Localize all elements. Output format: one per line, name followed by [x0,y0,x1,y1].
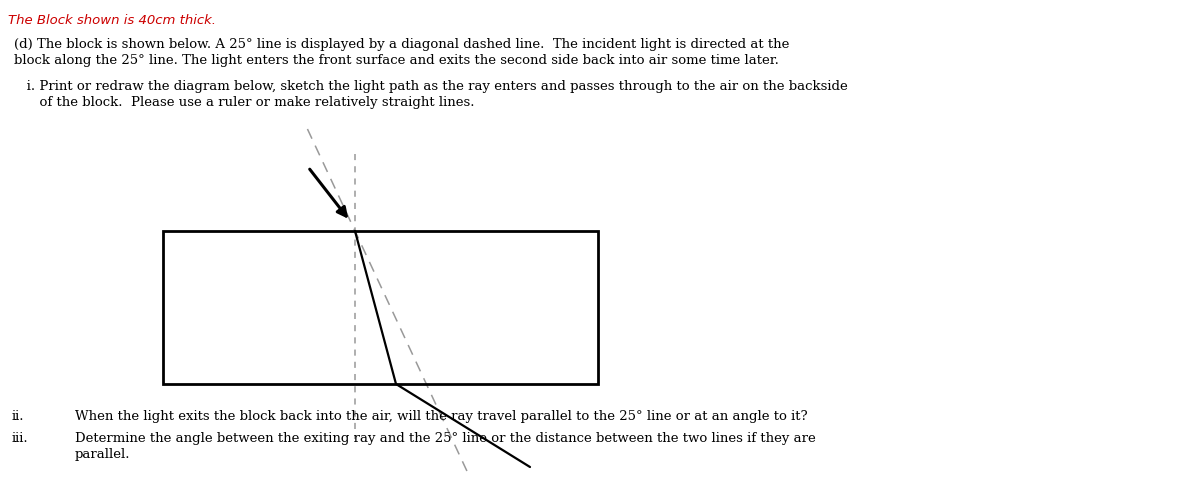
Text: When the light exits the block back into the air, will the ray travel parallel t: When the light exits the block back into… [74,409,808,422]
Bar [163,231,598,384]
Text: block along the 25° line. The light enters the front surface and exits the secon: block along the 25° line. The light ente… [14,54,779,67]
Text: (d) The block is shown below. A 25° line is displayed by a diagonal dashed line.: (d) The block is shown below. A 25° line… [14,38,790,51]
Text: parallel.: parallel. [74,447,131,460]
Text: Determine the angle between the exiting ray and the 25° line or the distance bet: Determine the angle between the exiting … [74,431,816,444]
Text: iii.: iii. [12,431,29,444]
Text: of the block.  Please use a ruler or make relatively straight lines.: of the block. Please use a ruler or make… [14,96,474,109]
Text: i. Print or redraw the diagram below, sketch the light path as the ray enters an: i. Print or redraw the diagram below, sk… [14,80,847,93]
Text: ii.: ii. [12,409,24,422]
Text: The Block shown is 40cm thick.: The Block shown is 40cm thick. [8,14,216,27]
